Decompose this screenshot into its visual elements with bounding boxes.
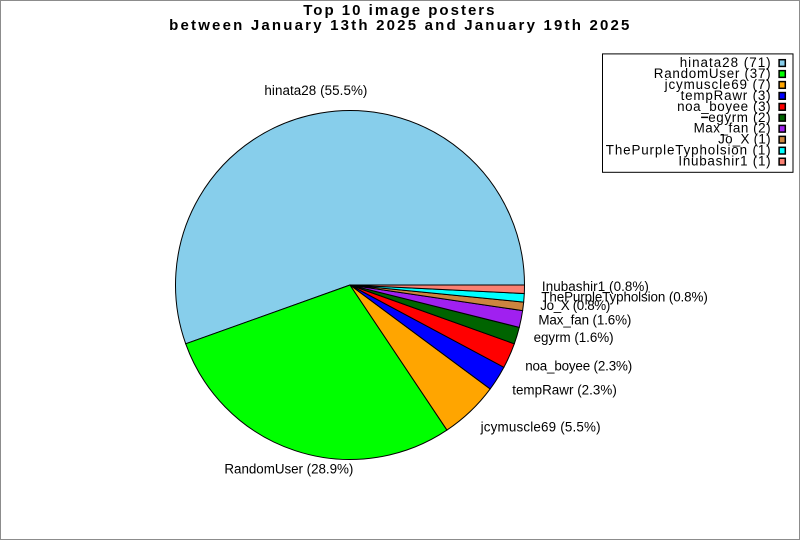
svg-text:tempRawr (2.3%): tempRawr (2.3%) xyxy=(512,382,617,397)
svg-text:jcymuscle69 (7): jcymuscle69 (7) xyxy=(664,77,771,92)
svg-text:between January 13th 2025 and: between January 13th 2025 and January 19… xyxy=(169,17,629,34)
svg-text:Max_fan (2): Max_fan (2) xyxy=(694,121,771,136)
svg-text:Jo_X (0.8%): Jo_X (0.8%) xyxy=(540,298,610,313)
svg-text:Inubashir1 (1): Inubashir1 (1) xyxy=(678,154,770,169)
svg-text:RandomUser (37): RandomUser (37) xyxy=(654,66,771,81)
svg-text:ThePurpleTypholsion (0.8%): ThePurpleTypholsion (0.8%) xyxy=(541,290,708,305)
svg-text:ThePurpleTypholsion (1): ThePurpleTypholsion (1) xyxy=(606,143,771,158)
svg-text:hinata28 (55.5%): hinata28 (55.5%) xyxy=(264,83,367,98)
svg-text:Jo_X (1): Jo_X (1) xyxy=(718,132,771,147)
svg-text:Inubashir1 (0.8%): Inubashir1 (0.8%) xyxy=(542,279,649,294)
svg-text:noa_boyee (2.3%): noa_boyee (2.3%) xyxy=(525,359,632,374)
svg-text:jcymuscle69 (5.5%): jcymuscle69 (5.5%) xyxy=(480,419,601,434)
svg-text:RandomUser (28.9%): RandomUser (28.9%) xyxy=(224,461,353,476)
svg-text:Max_fan (1.6%): Max_fan (1.6%) xyxy=(538,312,631,327)
svg-text:hinata28 (71): hinata28 (71) xyxy=(680,55,771,70)
svg-text:tempRawr (3): tempRawr (3) xyxy=(681,88,771,103)
svg-text:noa_boyee (3): noa_boyee (3) xyxy=(677,99,771,114)
svg-text:egyrm (2): egyrm (2) xyxy=(708,110,770,125)
svg-text:egyrm (1.6%): egyrm (1.6%) xyxy=(534,330,614,345)
